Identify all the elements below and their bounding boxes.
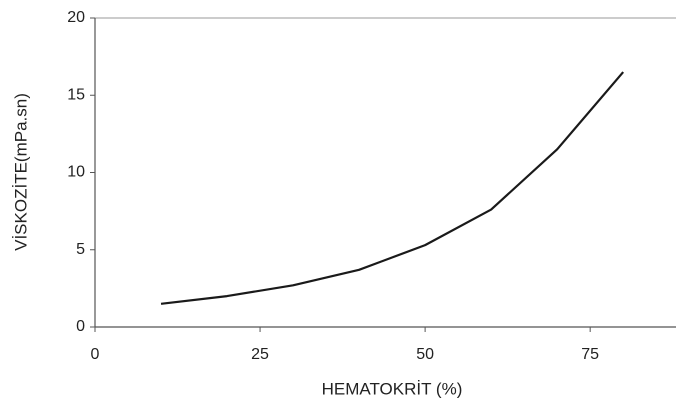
y-tick-label: 15 [67,86,85,103]
y-tick-label: 0 [76,318,85,335]
x-tick-label: 50 [416,346,434,363]
x-tick-label: 0 [91,346,100,363]
y-axis-label: VİSKOZİTE(mPa.sn) [11,93,30,251]
y-tick-label: 5 [76,241,85,258]
line [160,71,625,305]
y-tick-label: 10 [67,164,85,181]
y-tick-label: 20 [67,9,85,26]
x-tick-label: 25 [251,346,269,363]
x-axis-label: HEMATOKRİT (%) [322,379,463,398]
x-tick-label: 75 [581,346,599,363]
